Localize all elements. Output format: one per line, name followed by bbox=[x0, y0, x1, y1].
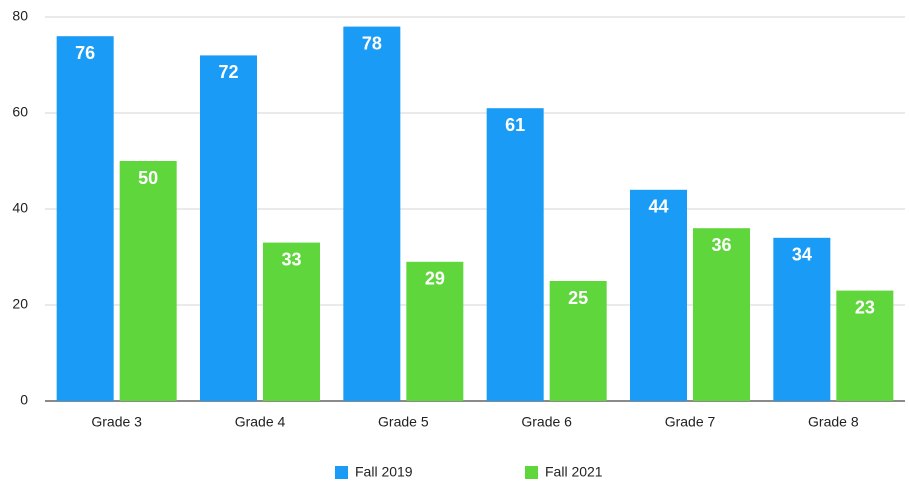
bar bbox=[119, 161, 177, 401]
x-tick-label: Grade 5 bbox=[378, 414, 429, 430]
value-label: 76 bbox=[75, 43, 95, 63]
y-tick-label: 80 bbox=[12, 8, 28, 24]
value-label: 50 bbox=[138, 168, 158, 188]
bar bbox=[549, 281, 607, 401]
x-tick-label: Grade 6 bbox=[521, 414, 572, 430]
x-tick-label: Grade 3 bbox=[91, 414, 142, 430]
x-tick-label: Grade 8 bbox=[808, 414, 859, 430]
bar bbox=[630, 189, 687, 401]
y-tick-label: 0 bbox=[20, 392, 28, 408]
legend-label: Fall 2021 bbox=[545, 464, 603, 480]
legend-swatch bbox=[525, 466, 538, 479]
value-label: 72 bbox=[218, 62, 238, 82]
value-label: 33 bbox=[281, 249, 301, 269]
value-label: 25 bbox=[568, 288, 588, 308]
value-label: 34 bbox=[792, 245, 812, 265]
bar bbox=[200, 55, 257, 402]
bar bbox=[693, 228, 750, 401]
y-tick-label: 40 bbox=[12, 200, 28, 216]
bar bbox=[773, 237, 831, 401]
bar bbox=[263, 242, 320, 401]
y-tick-label: 20 bbox=[12, 296, 28, 312]
value-label: 78 bbox=[362, 33, 382, 53]
value-label: 29 bbox=[425, 269, 445, 289]
x-tick-label: Grade 7 bbox=[665, 414, 716, 430]
legend-swatch bbox=[335, 466, 348, 479]
bar bbox=[486, 108, 544, 401]
bar bbox=[343, 26, 401, 401]
x-tick-label: Grade 4 bbox=[235, 414, 286, 430]
bar bbox=[406, 261, 464, 401]
bar bbox=[56, 36, 114, 401]
legend-label: Fall 2019 bbox=[355, 464, 413, 480]
value-label: 44 bbox=[648, 197, 668, 217]
value-label: 61 bbox=[505, 115, 525, 135]
bar bbox=[836, 290, 894, 401]
value-label: 23 bbox=[855, 297, 875, 317]
y-tick-label: 60 bbox=[12, 104, 28, 120]
value-label: 36 bbox=[711, 235, 731, 255]
